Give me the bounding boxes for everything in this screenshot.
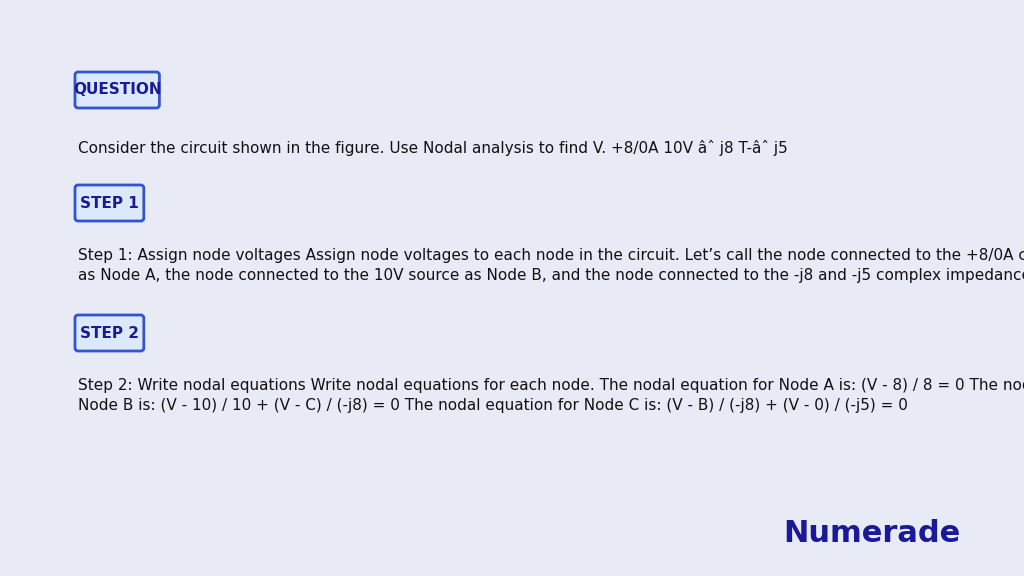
- Text: STEP 1: STEP 1: [80, 195, 139, 210]
- Text: Step 2: Write nodal equations Write nodal equations for each node. The nodal equ: Step 2: Write nodal equations Write noda…: [78, 378, 1024, 393]
- FancyBboxPatch shape: [75, 315, 143, 351]
- Text: as Node A, the node connected to the 10V source as Node B, and the node connecte: as Node A, the node connected to the 10V…: [78, 268, 1024, 283]
- Text: QUESTION: QUESTION: [73, 82, 162, 97]
- Text: STEP 2: STEP 2: [80, 325, 139, 340]
- Text: Step 1: Assign node voltages Assign node voltages to each node in the circuit. L: Step 1: Assign node voltages Assign node…: [78, 248, 1024, 263]
- FancyBboxPatch shape: [75, 185, 143, 221]
- Text: Numerade: Numerade: [782, 519, 961, 548]
- FancyBboxPatch shape: [75, 72, 160, 108]
- Text: Node B is: (V - 10) / 10 + (V - C) / (-j8) = 0 The nodal equation for Node C is:: Node B is: (V - 10) / 10 + (V - C) / (-j…: [78, 398, 908, 413]
- Text: Consider the circuit shown in the figure. Use Nodal analysis to find V. +8/0A 10: Consider the circuit shown in the figure…: [78, 140, 787, 156]
